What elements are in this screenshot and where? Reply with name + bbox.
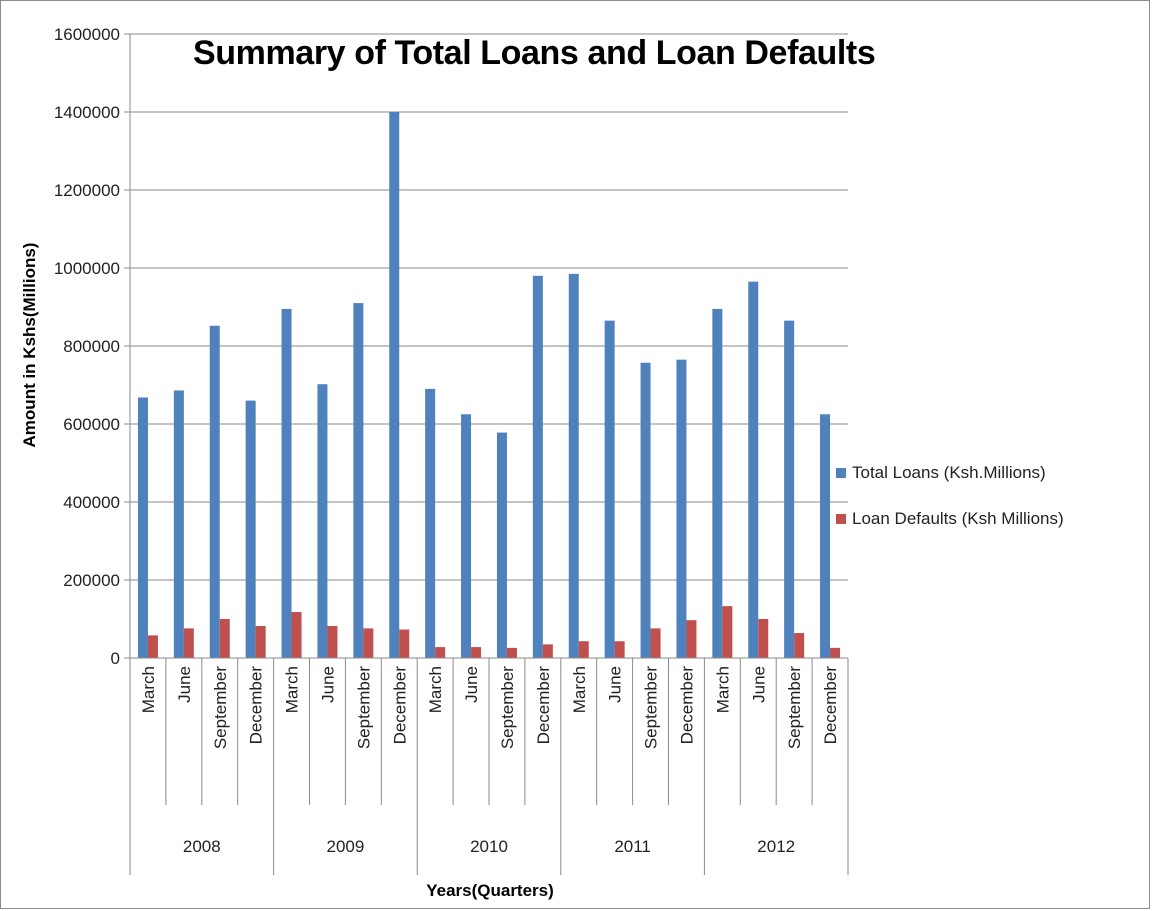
y-tick-label-3: 600000 [63, 415, 120, 434]
bar-total-loans-17 [748, 281, 759, 658]
bar-loan-defaults-16 [722, 606, 733, 658]
bar-total-loans-6 [353, 303, 364, 658]
legend-swatch-total-loans [836, 468, 846, 478]
y-tick-label-1: 200000 [63, 571, 120, 590]
chart-title: Summary of Total Loans and Loan Defaults [193, 34, 876, 72]
bar-total-loans-5 [317, 384, 328, 658]
bar-loan-defaults-7 [399, 629, 410, 658]
x-tick-label-10: September [498, 666, 517, 749]
x-tick-label-7: December [390, 666, 409, 745]
bar-total-loans-19 [820, 414, 831, 658]
x-tick-label-8: March [426, 666, 445, 713]
bar-loan-defaults-17 [758, 619, 769, 658]
bar-loan-defaults-11 [542, 644, 553, 658]
year-label-2008: 2008 [183, 837, 221, 856]
y-tick-label-4: 800000 [63, 337, 120, 356]
year-label-2009: 2009 [326, 837, 364, 856]
legend-label-loan-defaults: Loan Defaults (Ksh Millions) [852, 509, 1064, 528]
x-tick-label-0: March [139, 666, 158, 713]
x-tick-label-1: June [175, 666, 194, 703]
year-label-2010: 2010 [470, 837, 508, 856]
bar-loan-defaults-10 [506, 647, 517, 658]
bar-total-loans-12 [568, 273, 579, 658]
x-tick-label-17: June [749, 666, 768, 703]
bar-total-loans-15 [676, 359, 687, 658]
bar-loan-defaults-8 [435, 647, 446, 658]
bar-loan-defaults-13 [614, 641, 625, 658]
bar-total-loans-7 [389, 112, 400, 658]
bar-total-loans-9 [461, 414, 472, 658]
y-tick-label-5: 1000000 [54, 259, 120, 278]
bar-total-loans-0 [137, 397, 148, 658]
bar-loan-defaults-15 [686, 620, 697, 658]
x-tick-label-5: June [318, 666, 337, 703]
x-tick-label-13: June [606, 666, 625, 703]
legend-item-total-loans: Total Loans (Ksh.Millions) [836, 462, 1064, 484]
x-axis-label: Years(Quarters) [426, 881, 554, 900]
x-tick-label-19: December [821, 666, 840, 745]
y-tick-label-6: 1200000 [54, 181, 120, 200]
bar-loan-defaults-9 [471, 647, 482, 658]
bar-loan-defaults-0 [147, 635, 158, 658]
bar-loan-defaults-3 [255, 626, 266, 658]
bar-loan-defaults-18 [794, 633, 805, 658]
x-tick-label-12: March [570, 666, 589, 713]
x-tick-label-9: June [462, 666, 481, 703]
bar-total-loans-13 [604, 320, 615, 658]
x-tick-label-2: September [211, 666, 230, 749]
x-tick-label-6: September [354, 666, 373, 749]
bar-loan-defaults-4 [291, 611, 302, 658]
bar-loan-defaults-12 [578, 641, 589, 658]
x-tick-label-18: September [785, 666, 804, 749]
legend-swatch-loan-defaults [836, 514, 846, 524]
bar-loan-defaults-19 [830, 647, 841, 658]
legend-item-loan-defaults: Loan Defaults (Ksh Millions) [836, 508, 1064, 530]
x-tick-label-4: March [283, 666, 302, 713]
bar-total-loans-3 [245, 400, 256, 658]
bar-total-loans-14 [640, 362, 651, 658]
y-tick-label-2: 400000 [63, 493, 120, 512]
bar-total-loans-1 [173, 390, 184, 658]
x-tick-label-14: September [642, 666, 661, 749]
bar-loan-defaults-6 [363, 628, 374, 658]
y-tick-label-0: 0 [111, 649, 120, 668]
bar-loan-defaults-2 [219, 619, 230, 658]
bar-loan-defaults-14 [650, 628, 661, 658]
legend: Total Loans (Ksh.Millions) Loan Defaults… [836, 462, 1064, 554]
x-tick-label-3: December [247, 666, 266, 745]
x-tick-label-11: December [534, 666, 553, 745]
y-tick-label-7: 1400000 [54, 103, 120, 122]
bar-total-loans-8 [425, 388, 436, 658]
x-tick-label-16: March [713, 666, 732, 713]
bar-loan-defaults-5 [327, 626, 338, 658]
bar-total-loans-16 [712, 308, 723, 658]
year-label-2012: 2012 [757, 837, 795, 856]
bar-total-loans-11 [532, 275, 543, 658]
bar-total-loans-4 [281, 308, 292, 658]
year-label-2011: 2011 [614, 837, 651, 856]
bar-total-loans-10 [496, 432, 507, 658]
x-tick-label-15: December [677, 666, 696, 745]
bar-total-loans-18 [784, 320, 795, 658]
legend-label-total-loans: Total Loans (Ksh.Millions) [852, 463, 1046, 482]
bar-total-loans-2 [209, 325, 220, 658]
bar-loan-defaults-1 [183, 628, 194, 658]
y-tick-label-8: 1600000 [54, 25, 120, 44]
